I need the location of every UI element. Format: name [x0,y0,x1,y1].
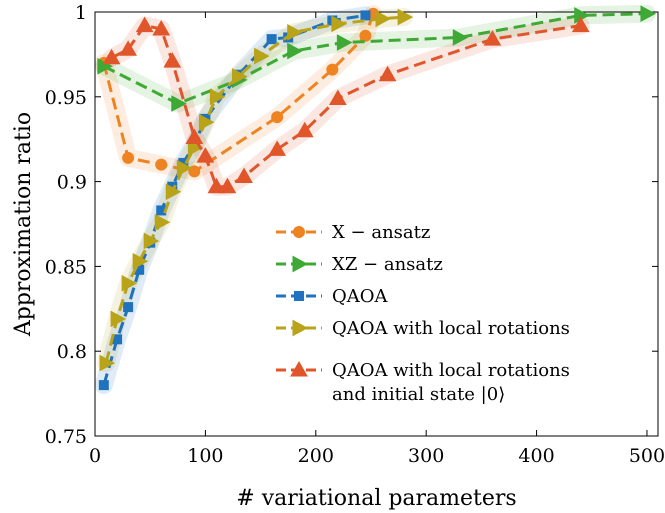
y-tick-label: 1 [75,2,87,24]
data-point [119,40,137,56]
y-tick-label: 0.8 [57,341,87,363]
legend-marker [292,255,309,273]
legend-marker [290,360,308,377]
data-point [102,48,121,65]
legend-label: QAOA with local rotations [332,318,570,339]
data-point [152,19,171,36]
data-point [196,147,215,163]
data-point [207,177,226,194]
data-point [122,151,135,164]
data-point [132,252,149,270]
data-point [185,128,204,145]
data-point [378,65,397,82]
data-series [97,5,657,391]
data-point [268,140,287,156]
series-line [103,12,647,106]
y-tick-label: 0.75 [45,426,87,448]
series-band-qaoa-with-local-rotations [97,8,414,373]
data-point [198,113,215,131]
x-axis-label: # variational parameters [236,486,516,511]
data-point [171,95,187,112]
legend-label: XZ − ansatz [332,254,443,275]
data-point [397,8,414,26]
x-tick-label: 100 [187,445,223,467]
data-point [154,213,171,231]
legend-marker [292,319,309,337]
data-point [360,10,371,21]
data-point [375,10,392,28]
data-point [99,354,116,372]
data-point [331,15,347,33]
data-point [287,42,303,60]
legend-marker [294,291,304,301]
data-point [209,88,226,106]
data-point [163,52,182,68]
series-qaoa-with-local-rotations-and-initial-state-0 [102,16,590,194]
data-point [135,16,154,33]
legend-entry: XZ − ansatz [276,254,443,275]
data-point [326,63,339,76]
data-point [483,30,502,46]
data-point [329,89,347,105]
x-tick-label: 300 [408,445,444,467]
legend-entry: QAOA with local rotations and initial sta… [276,360,570,405]
data-point [571,16,590,33]
x-tick-label: 200 [298,445,334,467]
x-tick-label: 500 [629,445,665,467]
legend-entry: QAOA with local rotations [276,318,570,339]
data-point [640,5,657,23]
legend-label: X − ansatz [332,222,430,243]
y-tick-label: 0.95 [45,87,87,109]
legend-label: QAOA with local rotations and initial sta… [332,360,570,405]
data-point [254,47,270,65]
legend: X − ansatz XZ − ansatz QAOA QAOA with local… [276,222,570,405]
data-point [176,159,193,177]
legend-label: QAOA [332,286,389,307]
y-tick-label: 0.9 [57,172,87,194]
data-point [336,34,353,51]
data-point [232,68,248,85]
y-axis-label: Approximation ratio [11,112,36,337]
data-point [188,165,201,178]
data-point [218,177,237,194]
data-point [266,34,277,45]
data-point [121,275,138,292]
legend-marker [293,226,305,238]
data-point [452,29,469,46]
data-point [295,121,314,138]
series-qaoa-with-local-rotations [99,8,414,372]
y-tick-label: 0.85 [45,256,87,278]
data-point [123,302,134,313]
data-point [359,29,372,42]
data-point [98,380,109,391]
series-xz-ansatz [97,5,657,112]
x-tick-label: 0 [89,445,101,467]
data-point [271,111,284,124]
x-tick-label: 400 [518,445,554,467]
series-line [110,24,581,189]
legend-entry: X − ansatz [276,222,430,243]
data-point [287,24,303,41]
data-point [143,232,160,250]
data-point [110,310,127,328]
legend-entry: QAOA [276,286,389,307]
data-point [235,167,253,184]
data-point [165,183,182,201]
data-point [155,158,168,171]
axis-ticks: 0 100 200 300 400 500 0.75 0.8 0.85 0.9 0.95 1 [45,2,665,467]
